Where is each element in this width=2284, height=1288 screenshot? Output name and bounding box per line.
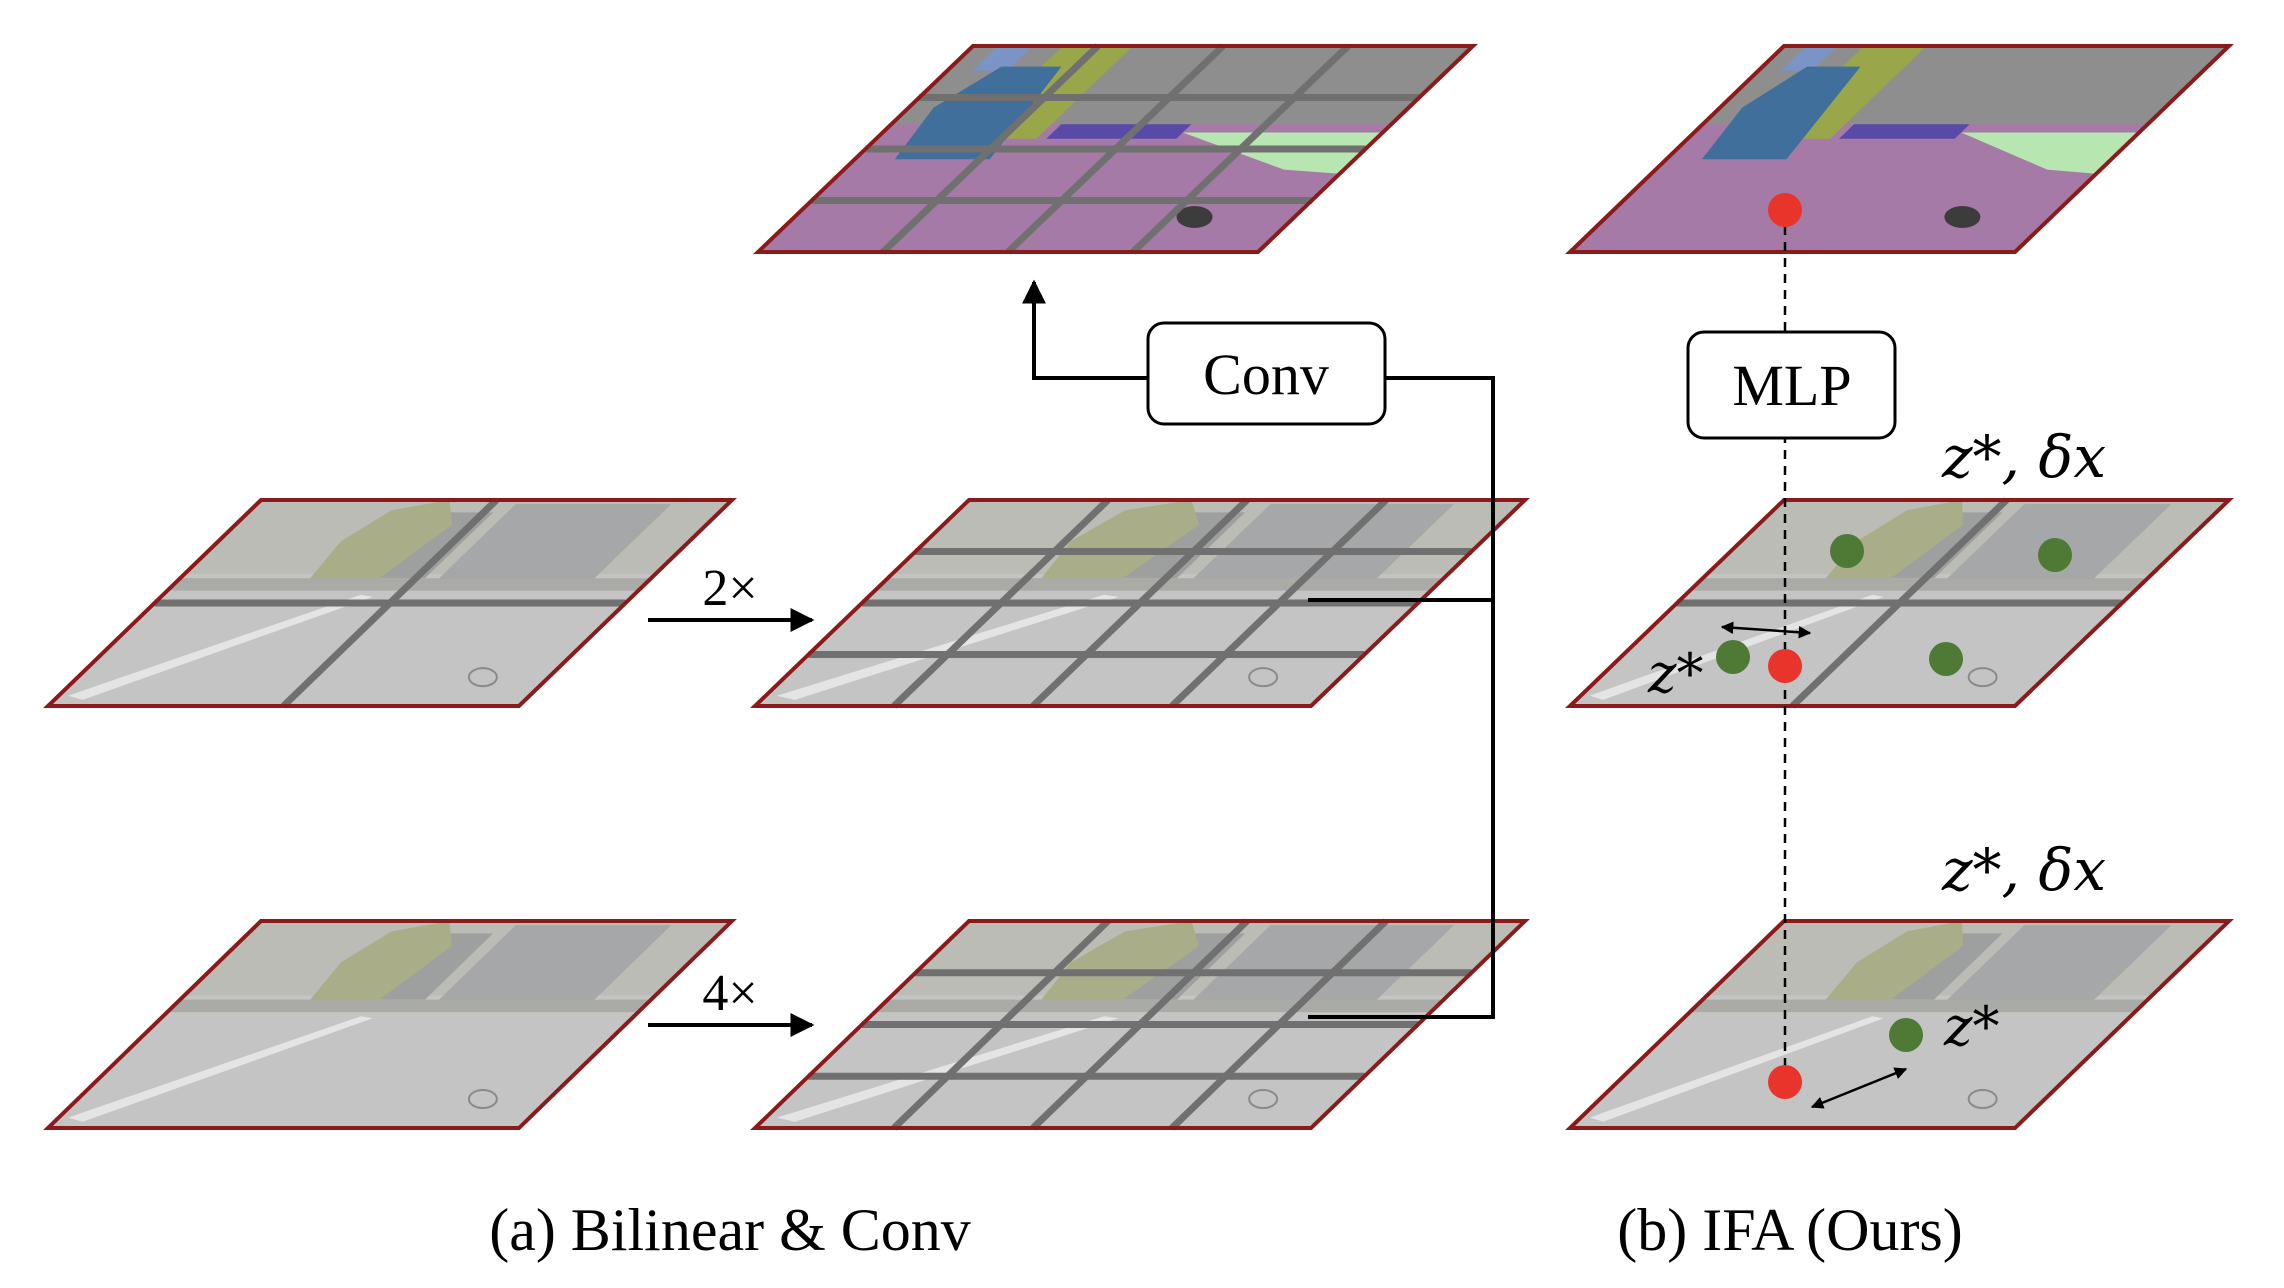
query-point-bottom: [1768, 1065, 1802, 1099]
tree: [303, 500, 453, 587]
building-right: [434, 504, 672, 583]
lane-marking: [68, 594, 373, 700]
plane-border: [1565, 919, 2234, 1130]
plane-border: [43, 919, 737, 1130]
latent-point: [1929, 642, 1963, 676]
segmap-sidewalk: [1182, 132, 1383, 174]
sidewalk: [1689, 999, 2148, 1013]
latent-point: [1716, 640, 1750, 674]
segmap-far-vehicles: [1046, 124, 1192, 139]
car-emblem: [1248, 1089, 1279, 1110]
car-emblem: [1967, 667, 1998, 688]
offset-arrow-mid: [1720, 621, 1812, 639]
segmentation-output-plane-b: [1565, 44, 2234, 254]
segmentation-output-plane-a: [753, 43, 1478, 255]
tree: [303, 921, 453, 1008]
mid-latent-label: z*: [1647, 642, 1703, 705]
lane-marking: [1589, 1016, 1884, 1122]
segmap-emblem: [1176, 205, 1213, 228]
feature-plane-2x-upsampled: [750, 497, 1530, 709]
plane-border: [43, 498, 737, 708]
building-right: [1189, 504, 1454, 583]
segmap-car: [1701, 66, 1861, 160]
plane-border: [750, 919, 1530, 1130]
bottom-annotation: z*, δx: [1941, 836, 2106, 904]
plane-border: [750, 498, 1530, 708]
conv-label: Conv: [1203, 342, 1329, 407]
feature-plane-4x-input: [43, 919, 737, 1130]
latent-point: [2038, 538, 2072, 572]
segmap-far-vehicles: [1839, 124, 1970, 139]
conv-box: [1146, 321, 1387, 426]
query-point-output: [1768, 193, 1802, 227]
lane-marking: [68, 1016, 373, 1122]
mid-annotation: z*, δx: [1941, 423, 2106, 491]
car-emblem: [1248, 667, 1279, 688]
segmap-sky: [1780, 46, 1838, 71]
connector-from-4x: [1308, 376, 1495, 1019]
lane-marking: [776, 1016, 1119, 1122]
plane-border: [753, 44, 1478, 254]
mlp-label: MLP: [1732, 353, 1851, 418]
connector-to-output: [1022, 279, 1148, 380]
latent-point: [1830, 534, 1864, 568]
car-emblem: [467, 667, 498, 688]
caption-a: (a) Bilinear & Conv: [489, 1197, 971, 1263]
car-emblem: [467, 1089, 498, 1110]
lane-marking: [776, 594, 1119, 700]
feature-plane-4x-upsampled: [750, 918, 1530, 1131]
segmap-sidewalk: [1961, 132, 2140, 174]
mlp-box: [1686, 330, 1897, 440]
tree: [1034, 921, 1200, 1008]
segmap-car: [894, 66, 1062, 160]
feature-plane-2x-input: [43, 497, 737, 709]
segmap-emblem: [1944, 205, 1981, 228]
plane-border: [1565, 44, 2234, 254]
segmap-sky: [972, 46, 1033, 71]
query-point-mid: [1768, 649, 1802, 683]
latent-point: [1889, 1018, 1923, 1052]
tree: [1818, 921, 1964, 1008]
building-right: [434, 925, 672, 1004]
upsample-2x-label: 2×: [702, 560, 757, 617]
upsample-4x-label: 4×: [702, 965, 757, 1022]
building-right: [1943, 925, 2172, 1004]
offset-arrow-bottom: [1810, 1067, 1908, 1109]
car-emblem: [1967, 1089, 1998, 1110]
caption-b: (b) IFA (Ours): [1617, 1197, 1963, 1263]
sidewalk: [167, 999, 652, 1013]
building-right: [1189, 925, 1454, 1004]
bottom-latent-label: z*: [1943, 995, 1999, 1058]
tree: [1034, 500, 1200, 587]
plane-border: [1565, 498, 2234, 708]
